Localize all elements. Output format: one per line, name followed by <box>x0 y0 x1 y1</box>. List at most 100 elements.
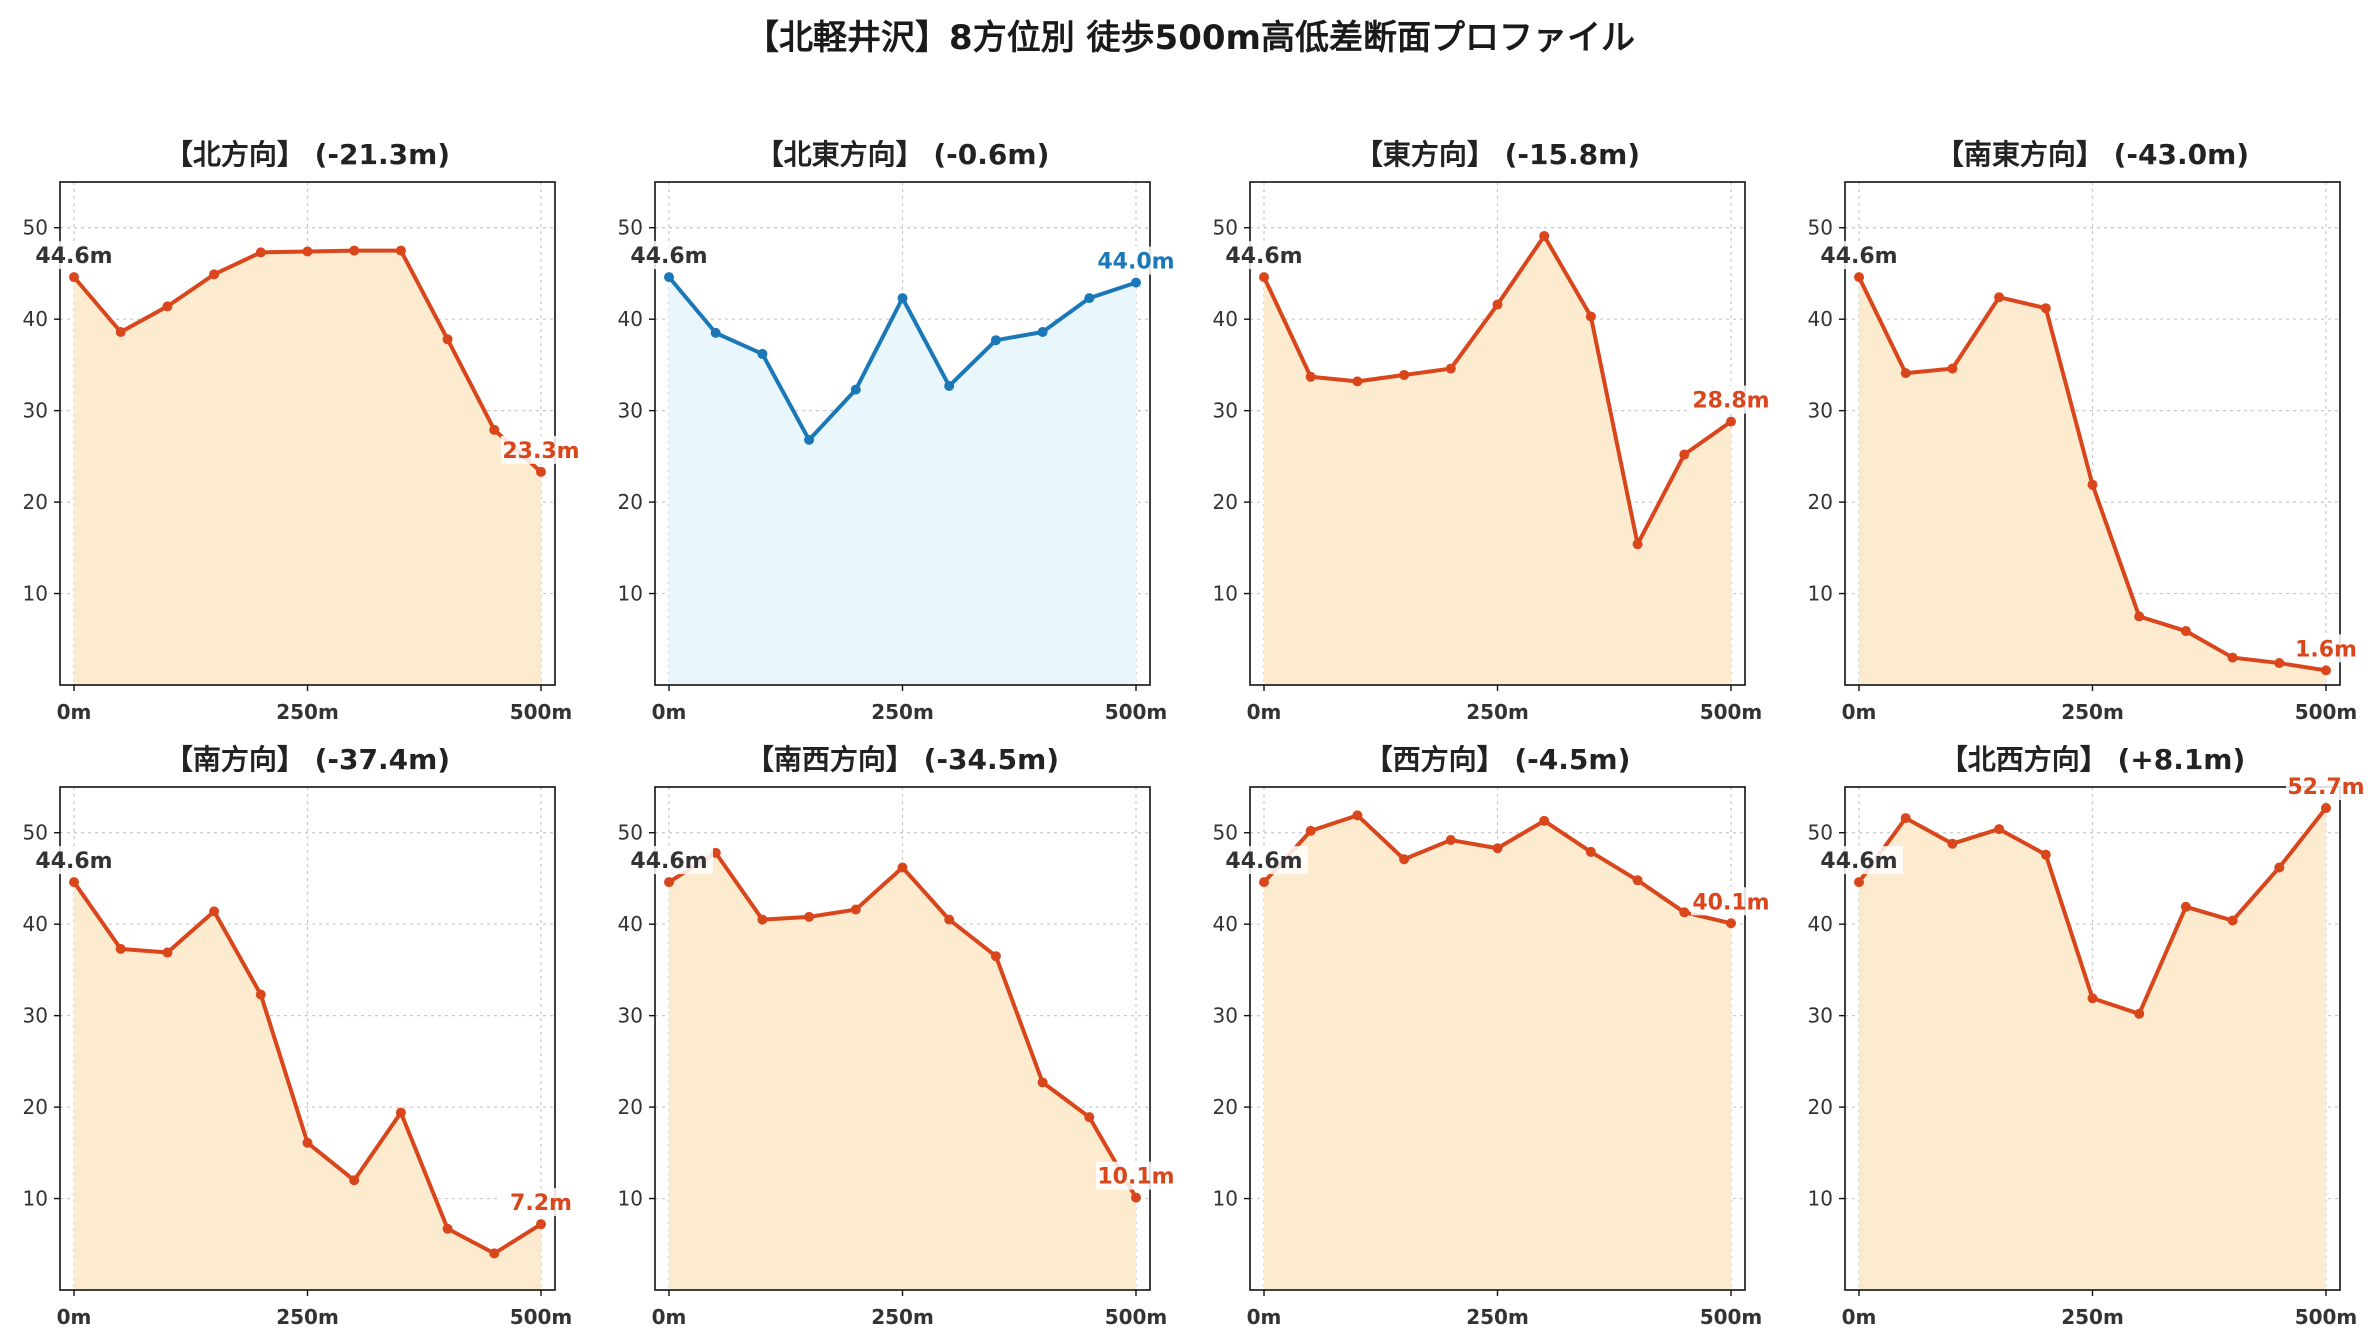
data-point <box>2274 658 2285 669</box>
data-point <box>69 272 80 283</box>
data-point <box>1445 835 1456 846</box>
start-elevation-label: 44.6m <box>1820 244 1897 269</box>
x-tick-label: 500m <box>510 700 573 724</box>
data-point <box>1399 854 1410 865</box>
data-point <box>442 334 453 345</box>
data-point <box>2040 303 2051 314</box>
y-tick-label: 30 <box>1213 399 1238 423</box>
data-point <box>395 1107 406 1118</box>
y-tick-label: 50 <box>1213 216 1238 240</box>
data-point <box>1037 326 1048 337</box>
y-tick-label: 30 <box>618 1004 643 1028</box>
data-point <box>1947 363 1958 374</box>
x-tick-label: 500m <box>1105 700 1168 724</box>
data-point <box>115 943 126 954</box>
data-point <box>2087 993 2098 1004</box>
subplot-title: 【南東方向】 (-43.0m) <box>1936 138 2249 171</box>
data-point <box>209 906 220 917</box>
subplot-title: 【北方向】 (-21.3m) <box>165 138 450 171</box>
end-elevation-label: 7.2m <box>510 1191 572 1216</box>
elevation-area <box>74 250 541 685</box>
data-point <box>1725 918 1736 929</box>
y-tick-label: 10 <box>618 582 643 606</box>
subplot-title: 【南西方向】 (-34.5m) <box>746 743 1059 776</box>
y-tick-label: 40 <box>23 912 48 936</box>
y-tick-label: 30 <box>23 399 48 423</box>
data-point <box>804 911 815 922</box>
start-label-bg <box>30 241 119 270</box>
start-elevation-label: 44.6m <box>1225 849 1302 874</box>
data-point <box>162 947 173 958</box>
data-point <box>1679 907 1690 918</box>
x-tick-label: 0m <box>1247 700 1282 724</box>
data-point <box>1037 1077 1048 1088</box>
y-tick-label: 10 <box>1808 1187 1833 1211</box>
x-tick-label: 500m <box>2295 700 2358 724</box>
y-tick-label: 50 <box>1213 821 1238 845</box>
data-point <box>1947 838 1958 849</box>
end-label-bg <box>1095 1161 1176 1190</box>
y-tick-label: 10 <box>1213 1187 1238 1211</box>
data-point <box>944 914 955 925</box>
start-label-bg <box>1220 241 1309 270</box>
data-point <box>349 1175 360 1186</box>
y-tick-label: 20 <box>618 1095 643 1119</box>
data-point <box>255 989 266 1000</box>
y-tick-label: 20 <box>1808 1095 1833 1119</box>
start-elevation-label: 44.6m <box>1820 849 1897 874</box>
end-elevation-label: 23.3m <box>502 439 579 464</box>
y-tick-label: 20 <box>1808 490 1833 514</box>
data-point <box>2320 665 2331 676</box>
x-tick-label: 500m <box>1700 1305 1763 1329</box>
data-point <box>1854 877 1865 888</box>
data-point <box>2274 862 2285 873</box>
data-point <box>2227 915 2238 926</box>
data-point <box>850 904 861 915</box>
end-elevation-label: 10.1m <box>1097 1165 1174 1190</box>
data-point <box>1399 369 1410 380</box>
data-point <box>302 246 313 257</box>
data-point <box>897 293 908 304</box>
data-point <box>1994 824 2005 835</box>
y-tick-label: 10 <box>23 1187 48 1211</box>
start-elevation-label: 44.6m <box>1225 244 1302 269</box>
data-point <box>255 247 266 258</box>
y-tick-label: 40 <box>618 307 643 331</box>
y-tick-label: 50 <box>618 216 643 240</box>
x-tick-label: 0m <box>57 700 92 724</box>
x-tick-label: 250m <box>2061 700 2124 724</box>
y-tick-label: 50 <box>618 821 643 845</box>
end-label-bg <box>500 1188 581 1217</box>
start-label-bg <box>1815 241 1904 270</box>
data-point <box>1305 371 1316 382</box>
x-tick-label: 0m <box>652 700 687 724</box>
data-point <box>710 327 721 338</box>
data-point <box>897 862 908 873</box>
data-point <box>162 301 173 312</box>
x-tick-label: 250m <box>871 700 934 724</box>
end-label-bg <box>1690 887 1771 916</box>
data-point <box>2087 479 2098 490</box>
data-point <box>1854 272 1865 283</box>
data-point <box>1352 376 1363 387</box>
data-point <box>2180 626 2191 637</box>
data-point <box>1259 877 1270 888</box>
data-point <box>1994 292 2005 303</box>
y-tick-label: 30 <box>1808 399 1833 423</box>
data-point <box>349 245 360 256</box>
data-point <box>1900 813 1911 824</box>
figure-title: 【北軽井沢】8方位別 徒歩500m高低差断面プロファイル <box>745 18 1635 58</box>
end-label-bg <box>2285 634 2366 663</box>
y-tick-label: 40 <box>1808 912 1833 936</box>
subplot-title: 【南方向】 (-37.4m) <box>165 743 450 776</box>
y-tick-label: 50 <box>23 216 48 240</box>
data-point <box>2227 652 2238 663</box>
y-tick-label: 10 <box>1808 582 1833 606</box>
x-tick-label: 0m <box>652 1305 687 1329</box>
data-point <box>1445 363 1456 374</box>
